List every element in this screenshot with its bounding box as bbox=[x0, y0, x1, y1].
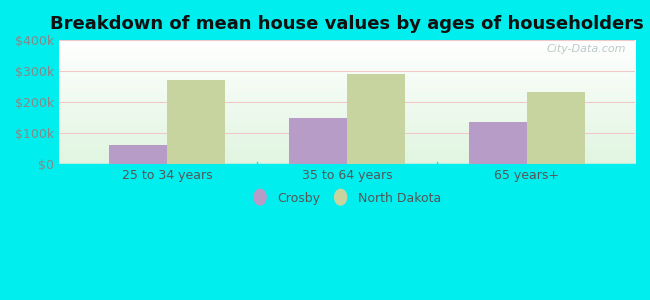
Legend: Crosby, North Dakota: Crosby, North Dakota bbox=[248, 187, 447, 210]
Bar bbox=[527, 92, 584, 164]
Bar bbox=[109, 145, 167, 164]
Bar bbox=[347, 74, 404, 164]
Bar bbox=[469, 122, 527, 164]
Title: Breakdown of mean house values by ages of householders: Breakdown of mean house values by ages o… bbox=[50, 15, 644, 33]
Bar bbox=[289, 118, 347, 164]
Bar bbox=[167, 80, 225, 164]
Text: City-Data.com: City-Data.com bbox=[547, 44, 627, 54]
